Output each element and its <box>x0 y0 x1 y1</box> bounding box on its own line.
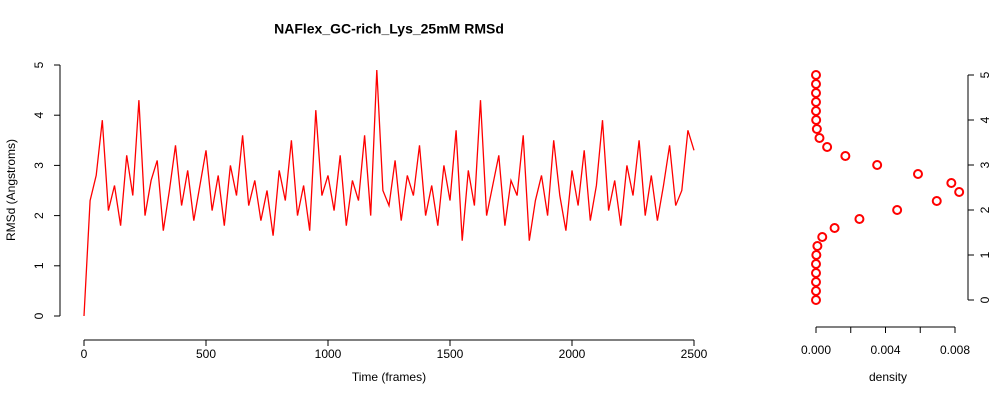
density-point <box>811 277 821 287</box>
density-point <box>817 232 828 242</box>
chart-title: NAFlex_GC-rich_Lys_25mM RMSd <box>274 21 504 37</box>
density-point <box>814 133 825 143</box>
y-tick-label: 1 <box>978 251 992 258</box>
density-point <box>854 214 865 224</box>
density-point <box>811 97 821 107</box>
density-point <box>954 187 965 197</box>
y-tick-label: 4 <box>978 116 992 123</box>
density-point <box>811 124 822 134</box>
density-point <box>946 178 957 188</box>
x-tick-label: 1000 <box>315 347 342 361</box>
density-point <box>892 205 903 215</box>
y-tick-label: 5 <box>32 61 46 68</box>
y-tick-label: 4 <box>32 112 46 119</box>
density-point <box>822 142 833 152</box>
density-point <box>811 295 821 305</box>
y-tick-label: 5 <box>978 71 992 78</box>
density-point <box>872 160 883 170</box>
x-tick-label: 1500 <box>437 347 464 361</box>
x-axis-label: density <box>869 370 907 384</box>
density-point <box>812 241 823 251</box>
line <box>83 69 695 317</box>
y-tick-label: 3 <box>32 162 46 169</box>
density-point <box>912 169 923 179</box>
density-point <box>811 106 821 116</box>
density-point <box>811 250 822 260</box>
density-point <box>811 88 821 98</box>
y-axis-label: RMSd (Angstroms) <box>4 139 18 241</box>
x-tick-label: 0.000 <box>801 343 831 357</box>
y-tick-label: 0 <box>32 312 46 319</box>
x-tick-label: 2500 <box>681 347 708 361</box>
density-point <box>811 259 821 269</box>
x-tick-label: 0.008 <box>940 343 970 357</box>
density-point <box>811 70 821 80</box>
x-tick-label: 2000 <box>559 347 586 361</box>
density-point <box>811 268 821 278</box>
x-tick-label: 0.004 <box>870 343 900 357</box>
x-axis-label: Time (frames) <box>352 370 426 384</box>
density-point <box>811 286 821 296</box>
x-tick-label: 0 <box>81 347 88 361</box>
density-point <box>811 79 821 89</box>
y-tick-label: 3 <box>978 161 992 168</box>
density-point <box>931 196 942 206</box>
density-point <box>811 115 822 125</box>
y-tick-label: 1 <box>32 262 46 269</box>
y-tick-label: 2 <box>978 206 992 213</box>
density-point <box>840 151 851 161</box>
density-point <box>829 223 840 233</box>
y-tick-label: 2 <box>32 212 46 219</box>
x-tick-label: 500 <box>196 347 216 361</box>
y-tick-label: 0 <box>978 296 992 303</box>
